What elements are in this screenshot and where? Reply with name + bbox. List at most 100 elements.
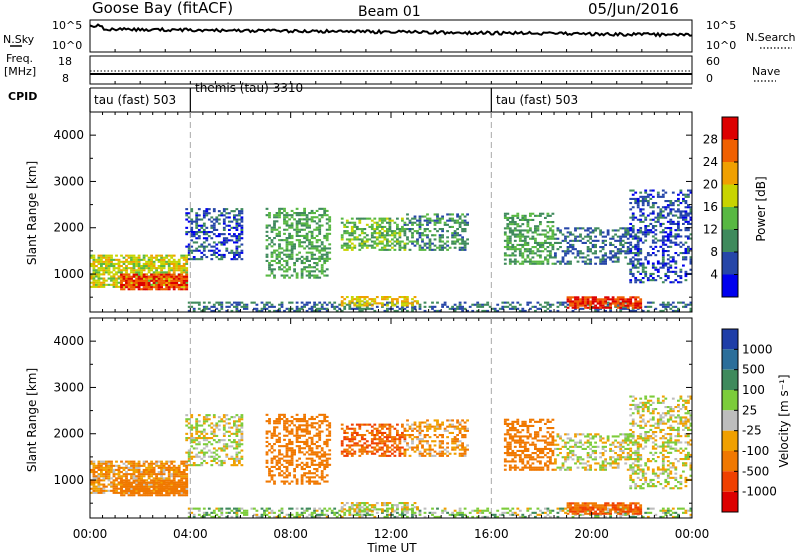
- velocity-cell: [167, 485, 171, 488]
- power-cell: [586, 229, 590, 232]
- power-cell: [403, 298, 407, 301]
- freq-panel-frame: [89, 55, 693, 85]
- velocity-cell: [102, 475, 106, 478]
- power-cell: [661, 247, 665, 250]
- power-cell: [375, 236, 379, 239]
- velocity-cell: [313, 426, 316, 429]
- power-cell: [192, 235, 196, 238]
- power-cell: [677, 225, 680, 228]
- power-cell: [606, 296, 610, 299]
- power-cell: [348, 234, 352, 237]
- velocity-cell: [160, 477, 163, 480]
- power-cell: [298, 214, 301, 217]
- velocity-cell: [373, 434, 377, 437]
- power-cell: [238, 218, 241, 221]
- velocity-cell: [187, 464, 191, 467]
- power-cell: [443, 221, 447, 224]
- power-cell: [137, 277, 141, 280]
- power-cell: [320, 214, 324, 217]
- power-cell: [315, 274, 319, 277]
- velocity-cell: [298, 434, 301, 437]
- power-cell: [315, 264, 319, 267]
- power-cell: [375, 296, 379, 299]
- power-cell: [318, 301, 322, 304]
- power-cell: [526, 243, 530, 246]
- velocity-cell: [230, 464, 234, 467]
- power-cell: [416, 302, 419, 305]
- power-cell: [687, 237, 690, 240]
- power-cell: [441, 240, 444, 243]
- power-cell: [147, 284, 151, 287]
- power-cell: [544, 309, 547, 312]
- velocity-cell: [310, 476, 314, 479]
- power-cell: [549, 241, 552, 244]
- power-cell: [288, 249, 291, 252]
- velocity-cell: [285, 459, 289, 462]
- velocity-cell: [285, 453, 289, 456]
- velocity-cell: [303, 418, 306, 421]
- power-cell: [288, 224, 291, 227]
- power-cell: [413, 215, 417, 218]
- power-cell: [167, 260, 171, 263]
- power-cell: [646, 225, 650, 228]
- power-cell: [448, 219, 452, 222]
- power-cell: [381, 248, 384, 251]
- power-cell: [451, 236, 454, 239]
- cpid-mode-label: themis (tau) 3310: [195, 81, 303, 95]
- velocity-cell: [92, 473, 96, 476]
- power-cell: [516, 301, 520, 304]
- power-cell: [544, 229, 547, 232]
- power-cell: [664, 272, 668, 275]
- power-cell: [656, 275, 660, 278]
- power-cell: [634, 304, 638, 307]
- power-cell: [401, 240, 404, 243]
- power-cell: [285, 241, 289, 244]
- power-cell: [167, 271, 171, 274]
- power-cell: [391, 302, 394, 305]
- y-tick-label: 3000: [53, 174, 84, 188]
- power-cell: [285, 264, 289, 267]
- velocity-cell: [132, 494, 136, 497]
- power-cell: [513, 227, 517, 230]
- power-cell: [283, 249, 286, 252]
- power-cell: [503, 231, 507, 234]
- power-cell: [190, 305, 194, 308]
- power-cell: [511, 243, 515, 246]
- velocity-cell: [303, 468, 306, 471]
- power-cell: [112, 283, 116, 286]
- velocity-cell: [345, 448, 349, 451]
- power-cell: [328, 232, 332, 235]
- power-cell: [669, 235, 673, 238]
- power-cell: [298, 212, 301, 215]
- power-cell: [190, 301, 194, 304]
- power-cell: [591, 231, 595, 234]
- velocity-cell: [340, 452, 344, 455]
- power-cell: [268, 301, 271, 304]
- velocity-cell: [295, 465, 299, 468]
- power-cell: [458, 221, 462, 224]
- power-cell: [373, 298, 377, 301]
- power-cell: [523, 229, 527, 232]
- power-cell: [240, 249, 244, 252]
- power-cell: [564, 254, 567, 257]
- velocity-cell: [130, 466, 133, 469]
- velocity-cell: [283, 472, 286, 475]
- velocity-cell: [285, 468, 289, 471]
- power-cell: [503, 216, 507, 219]
- power-cell: [551, 237, 555, 240]
- velocity-cell: [355, 434, 359, 437]
- power-cell: [313, 303, 316, 306]
- power-cell: [150, 275, 153, 278]
- velocity-cell: [270, 476, 274, 479]
- power-cell: [283, 232, 286, 235]
- power-cell: [646, 200, 650, 203]
- power-cell: [125, 254, 128, 257]
- power-cell: [135, 286, 138, 289]
- velocity-cell: [105, 489, 108, 492]
- power-cell: [278, 207, 281, 210]
- velocity-cell: [228, 426, 231, 429]
- power-cell: [340, 244, 344, 247]
- power-cell: [589, 300, 592, 303]
- velocity-cell: [212, 434, 216, 437]
- power-cell: [220, 303, 224, 306]
